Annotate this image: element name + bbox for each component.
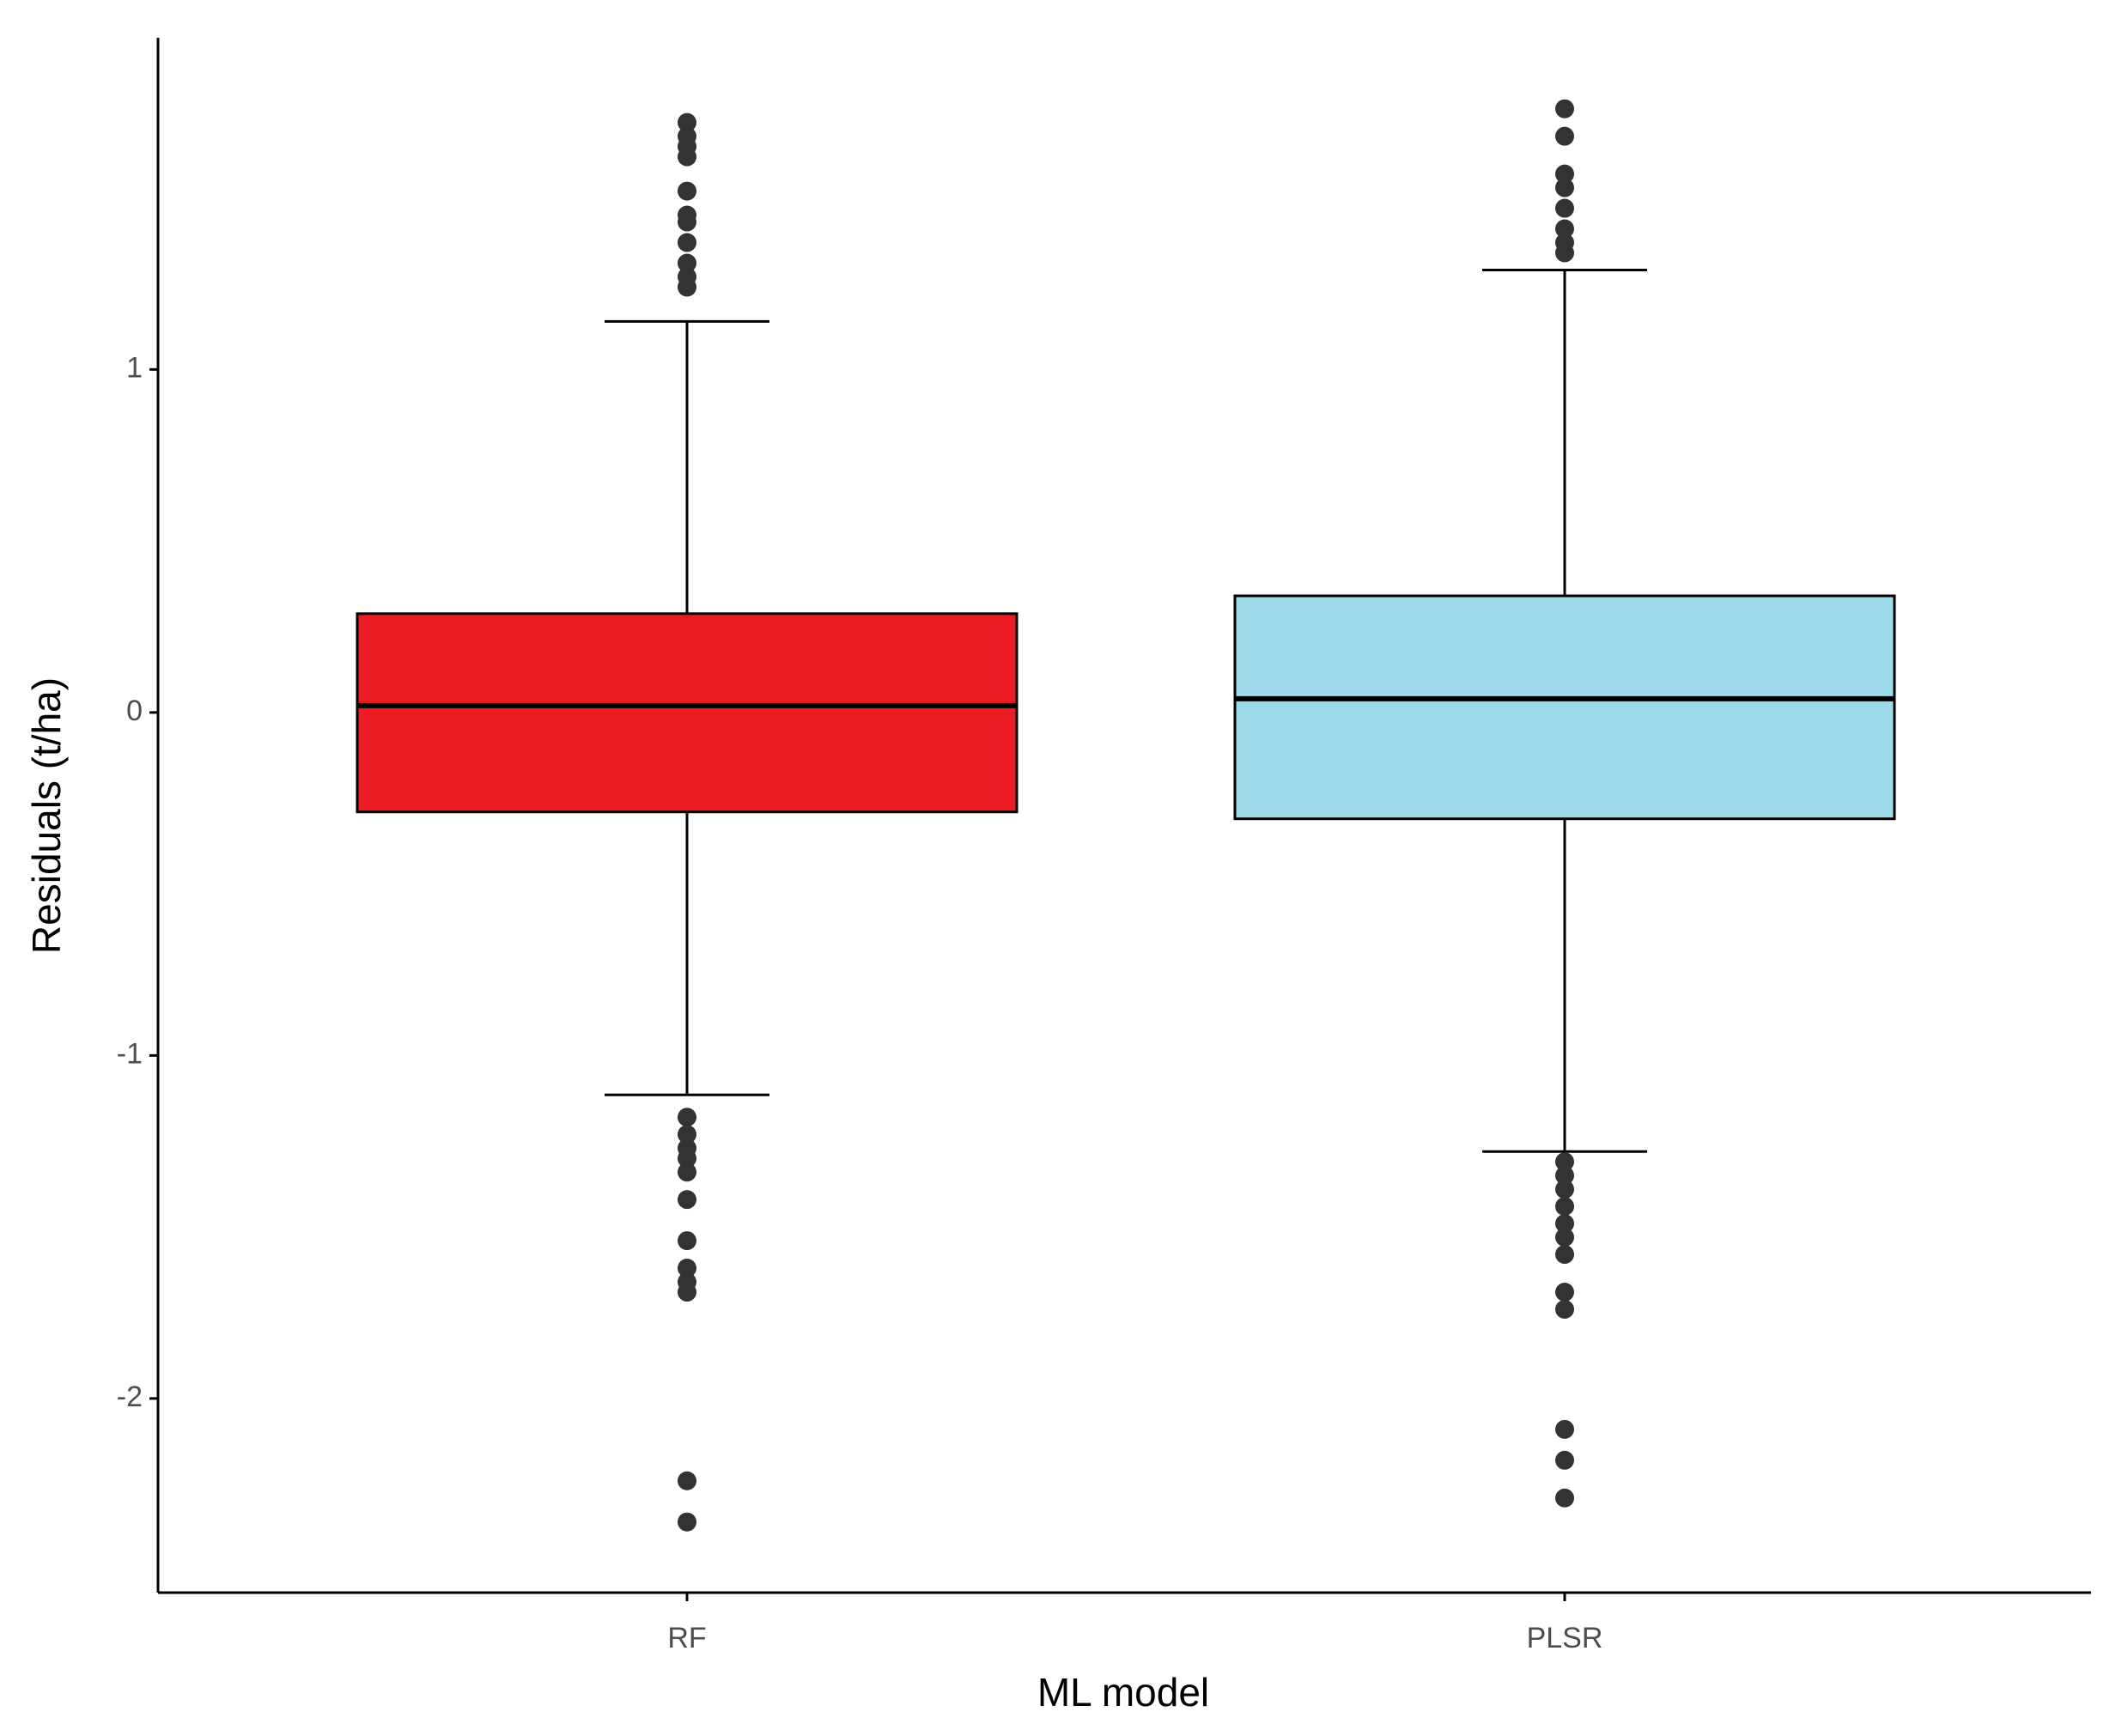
y-axis-title: Residuals (t/ha) (24, 677, 69, 954)
y-tick-label: -2 (117, 1381, 143, 1413)
outlier (678, 1149, 696, 1168)
y-tick-label: -1 (117, 1037, 143, 1070)
outlier (1555, 164, 1574, 184)
outlier (1555, 1197, 1574, 1217)
outlier (678, 212, 696, 232)
outlier (1555, 1166, 1574, 1186)
x-axis-title: ML model (1037, 1670, 1209, 1715)
outlier (678, 1125, 696, 1144)
outlier (1555, 1283, 1574, 1302)
outlier (1555, 178, 1574, 197)
outlier (678, 112, 696, 132)
outlier (678, 1231, 696, 1251)
outlier (1555, 1214, 1574, 1234)
outlier (1555, 99, 1574, 118)
outlier (678, 1108, 696, 1127)
x-tick-label: RF (667, 1622, 706, 1654)
outlier (678, 1162, 696, 1182)
outlier (678, 1190, 696, 1210)
outlier (1555, 1245, 1574, 1265)
x-tick-label: PLSR (1527, 1622, 1603, 1654)
outlier (678, 253, 696, 273)
outlier (1555, 219, 1574, 239)
y-tick-label: 0 (126, 695, 143, 727)
outlier (678, 1512, 696, 1532)
outlier (1555, 1300, 1574, 1320)
outlier (678, 1259, 696, 1278)
outlier (678, 147, 696, 167)
outlier (1555, 1450, 1574, 1470)
outlier (1555, 1228, 1574, 1247)
outlier (1555, 1180, 1574, 1199)
y-tick-label: 1 (126, 351, 143, 384)
outlier (1555, 198, 1574, 218)
outlier (1555, 243, 1574, 263)
box (356, 612, 1019, 814)
outlier (678, 1283, 696, 1302)
box (1233, 594, 1896, 821)
outlier (1555, 1152, 1574, 1172)
outlier (678, 277, 696, 297)
outlier (678, 1471, 696, 1490)
outlier (678, 233, 696, 252)
outlier (1555, 1419, 1574, 1439)
outlier (678, 181, 696, 201)
outlier (1555, 126, 1574, 146)
outlier (1555, 1488, 1574, 1508)
